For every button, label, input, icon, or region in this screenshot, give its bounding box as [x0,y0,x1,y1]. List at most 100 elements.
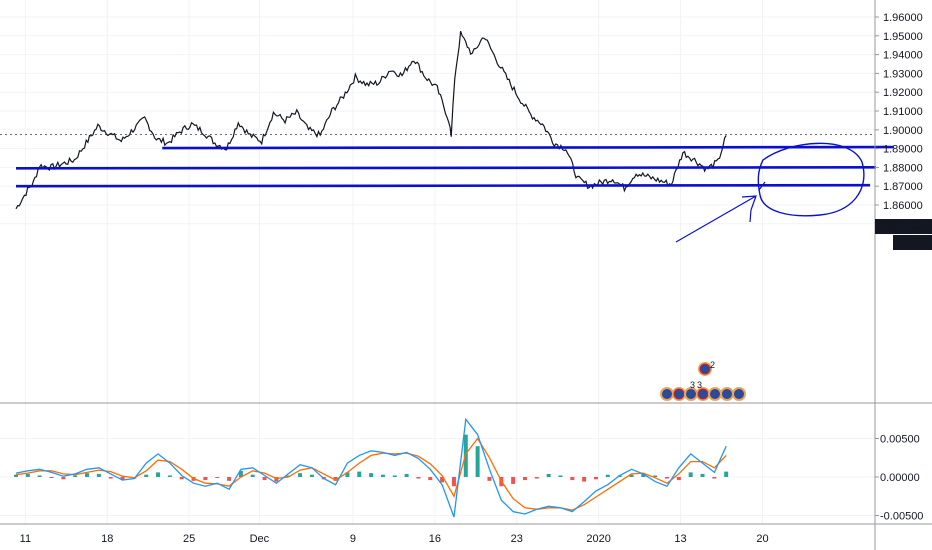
macd-histogram-bar [369,473,374,477]
macd-histogram-bar [676,477,681,481]
macd-histogram-bar [522,477,527,481]
price-pane[interactable] [0,31,875,210]
macd-histogram-bar [238,470,243,477]
price-tick-label: 1.94000 [883,50,923,62]
macd-histogram-bar [451,477,456,487]
macd-histogram-bar [156,472,161,477]
macd-pane[interactable] [14,417,729,518]
time-axis[interactable]: 11 18 25 Dec 9 16 23 2020 13 20 [20,533,769,545]
macd-histogram-bar [274,477,279,482]
countdown-badge [893,235,932,250]
macd-histogram-bar [475,446,480,477]
macd-axis[interactable]: 0.00500 0.00000 -0.00500 [875,434,923,523]
time-tick-label: 18 [101,533,113,545]
time-tick-label: 11 [20,533,31,545]
macd-histogram-bar [440,477,445,483]
macd-histogram-bar [309,474,314,477]
macd-histogram-bar [546,473,551,477]
macd-histogram-bar [96,473,101,477]
macd-tick-label: 0.00000 [880,472,920,484]
event-flag-top[interactable]: 2 [698,360,715,376]
macd-histogram-bar [724,471,729,477]
time-tick-label: 13 [674,533,686,545]
macd-tick-label: 0.00500 [880,434,920,446]
macd-histogram-bar [629,474,634,477]
macd-histogram-bar [593,477,598,480]
price-tick-label: 1.86000 [883,200,923,212]
macd-histogram-bar [641,473,646,477]
horizontal-level-line[interactable] [162,145,894,150]
price-tick-label: 1.90000 [883,125,923,137]
macd-histogram-bar [357,471,362,477]
event-flags-row[interactable]: 3 3 [660,380,746,401]
price-tick-label: 1.96000 [883,12,923,24]
event-count-top: 2 [710,360,715,370]
macd-histogram-bar [605,474,610,477]
uk-flag-icon [699,363,711,375]
current-price-value: 1.89745 [880,221,920,233]
event-count-bottom: 3 [690,380,695,390]
price-tick-label: 1.89000 [883,144,923,156]
macd-histogram-bar [25,473,30,477]
macd-histogram-bar [345,472,350,477]
macd-histogram-bar [392,475,397,477]
macd-histogram-bar [85,473,90,477]
macd-histogram-bar [570,477,575,481]
macd-line[interactable] [15,417,727,518]
macd-histogram-bar [511,477,516,484]
price-tick-label: 1.92000 [883,87,923,99]
time-tick-label: 16 [429,533,441,545]
macd-histogram-bar [262,477,267,481]
macd-histogram-bar [73,475,78,477]
price-tick-label: 1.95000 [883,31,923,43]
time-tick-label: 20 [756,533,768,545]
macd-tick-label: -0.00500 [880,511,923,523]
macd-histogram-bar [37,475,42,477]
macd-histogram-bar [203,477,208,481]
macd-histogram-bar [14,474,18,477]
macd-histogram-bar [653,475,658,477]
macd-histogram-bar [487,477,492,481]
time-tick-label: 23 [511,533,523,545]
macd-histogram-bar [558,475,563,477]
price-tick-label: 1.91000 [883,106,923,118]
price-tick-label: 1.88000 [883,162,923,174]
macd-histogram-bar [108,477,113,479]
macd-histogram-bar [665,477,670,479]
macd-histogram-bar [333,477,338,481]
price-tick-label: 1.93000 [883,68,923,80]
price-tick-label: 1.87000 [883,181,923,193]
macd-histogram-bar [144,474,149,477]
macd-histogram-bar [298,473,303,477]
macd-histogram-bar [215,477,220,478]
countdown-value: 12:12 [897,237,925,249]
price-axis[interactable]: 1.96000 1.95000 1.94000 1.93000 1.92000 1.910… [875,12,923,231]
price-series-line[interactable] [15,31,727,210]
macd-histogram-bar [167,475,172,477]
hand-drawn-ellipse-icon[interactable] [757,142,865,217]
event-icons[interactable]: 2 3 3 [660,360,746,401]
macd-histogram-bar [179,477,184,480]
current-price-badge [875,219,932,234]
horizontal-level-line[interactable] [15,166,876,170]
macd-histogram-bar [61,477,66,480]
macd-histogram-bar [712,477,717,479]
time-tick-label: 9 [350,533,356,545]
macd-histogram-bar [582,477,587,482]
macd-histogram-bar [120,477,125,481]
time-tick-label: 25 [183,533,195,545]
macd-histogram-bar [404,473,409,477]
macd-histogram-bar [700,473,705,477]
time-tick-label: 2020 [586,533,610,545]
macd-histogram-bar [227,477,232,481]
macd-histogram-bar [688,472,693,477]
current-price-label: 1.89745 12:12 [875,219,932,250]
macd-histogram-bar [534,477,539,479]
macd-histogram-bar [380,474,385,477]
arrow-up-right-icon[interactable] [675,195,757,243]
horizontal-level-line[interactable] [15,183,871,188]
macd-histogram-bar [250,474,255,477]
macd-histogram-bar [416,477,421,479]
drawings[interactable] [15,142,894,243]
